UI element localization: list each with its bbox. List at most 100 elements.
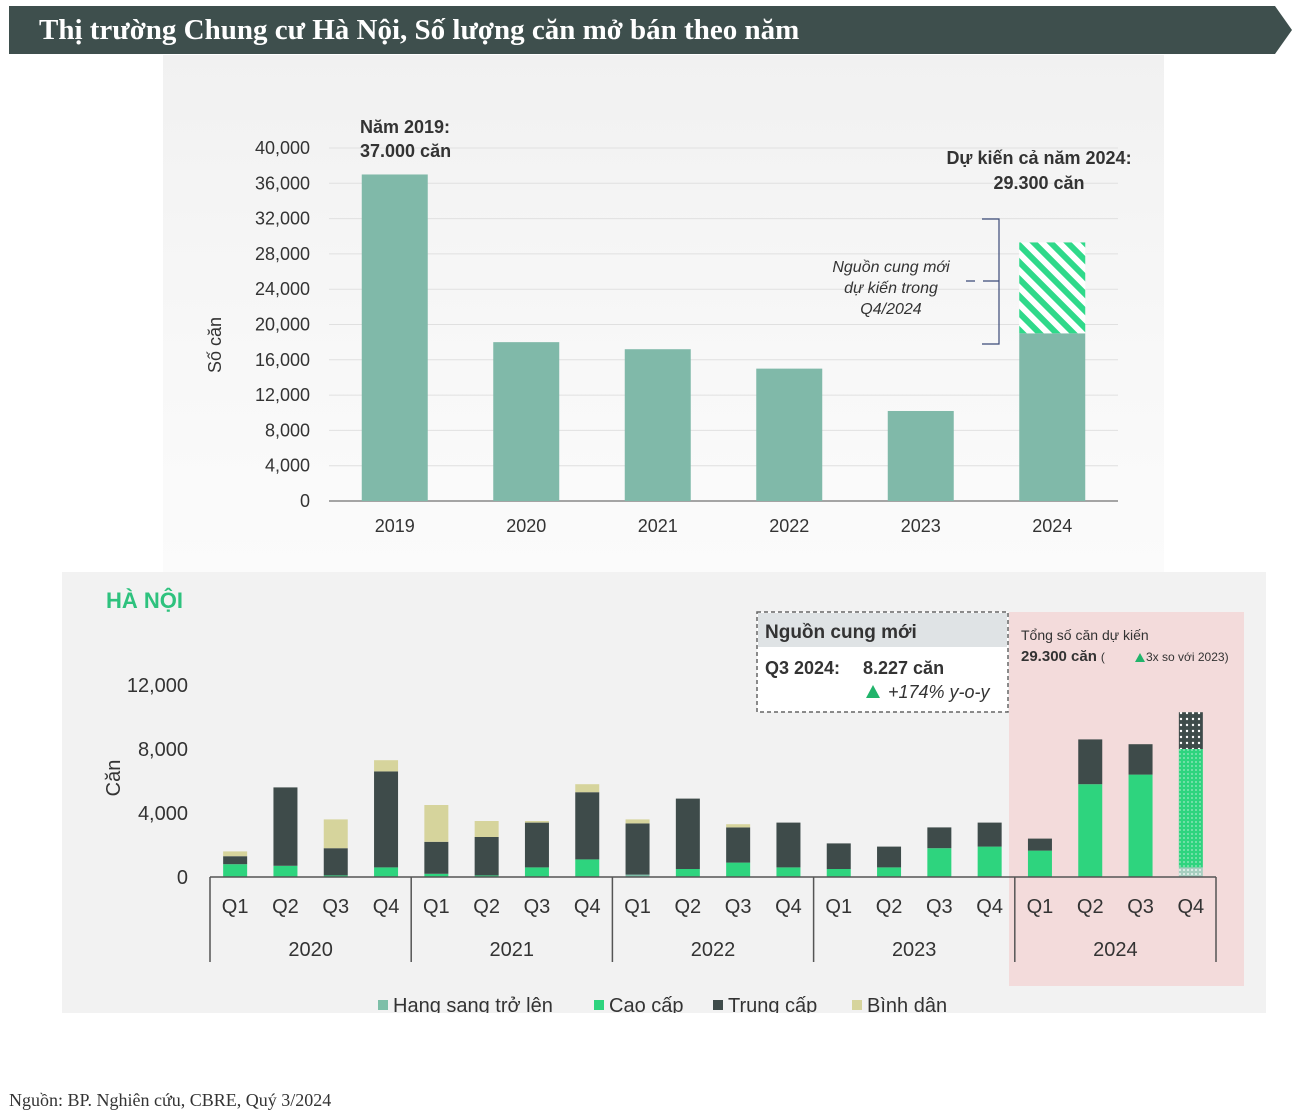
bar-segment bbox=[474, 821, 499, 837]
source-note: Nguồn: BP. Nghiên cứu, CBRE, Quý 3/2024 bbox=[9, 1090, 332, 1110]
year-label: 2022 bbox=[691, 939, 736, 961]
y-tick-label: 8,000 bbox=[265, 420, 310, 440]
quarter-label: Q2 bbox=[1077, 896, 1104, 918]
bar-segment bbox=[524, 821, 549, 823]
quarter-label: Q3 bbox=[725, 896, 752, 918]
annotation-2019-line1: Năm 2019: bbox=[360, 117, 450, 137]
new-supply-note-line3: Q4/2024 bbox=[860, 301, 921, 318]
bar-segment bbox=[726, 824, 751, 828]
callout-header bbox=[758, 613, 1007, 647]
bar-segment bbox=[424, 841, 449, 874]
legend-label: Trung cấp bbox=[728, 995, 817, 1013]
legend-label: Cao cấp bbox=[609, 995, 684, 1013]
bar-2022 bbox=[756, 368, 823, 501]
forecast-highlight-area bbox=[1009, 612, 1244, 986]
forecast-note-extra: 3x so với 2023) bbox=[1146, 650, 1229, 664]
legend-swatch bbox=[594, 1000, 604, 1010]
quarter-label: Q2 bbox=[272, 896, 299, 918]
quarterly-supply-chart: HÀ NỘI Căn 0 4,000 8,000 12,000 Q1 Q2 Q3 Q4 Q1 Q… bbox=[103, 588, 1244, 1013]
year-label: 2020 bbox=[288, 939, 333, 961]
annotation-2019-line2: 37.000 căn bbox=[360, 141, 451, 161]
y-tick-label: 0 bbox=[177, 867, 188, 889]
callout-change: +174% y-o-y bbox=[888, 682, 991, 702]
x-tick-label: 2019 bbox=[375, 516, 415, 536]
bar-segment bbox=[675, 798, 700, 869]
y-tick-label: 12,000 bbox=[255, 385, 310, 405]
x-tick-label: 2022 bbox=[769, 516, 809, 536]
y-tick-label: 12,000 bbox=[127, 675, 188, 697]
bar-segment bbox=[1027, 838, 1052, 851]
bar-2019 bbox=[361, 174, 428, 501]
bar-segment bbox=[776, 822, 801, 868]
bar-segment bbox=[323, 848, 348, 876]
bar-segment bbox=[524, 822, 549, 868]
bar-segment bbox=[273, 787, 298, 866]
x-tick-label: 2021 bbox=[638, 516, 678, 536]
bar-2023 bbox=[887, 410, 954, 501]
quarterly-chart-panel: HÀ NỘI Căn 0 4,000 8,000 12,000 Q1 Q2 Q3 Q4 Q1 Q… bbox=[62, 572, 1266, 1013]
bar-segment bbox=[927, 848, 952, 877]
quarter-label: Q2 bbox=[876, 896, 903, 918]
bar-segment bbox=[575, 859, 600, 877]
quarter-label: Q4 bbox=[373, 896, 400, 918]
y-axis-title: Số căn bbox=[205, 317, 225, 373]
forecast-note-line2: 29.300 căn ( bbox=[1021, 648, 1105, 665]
bar-segment bbox=[474, 875, 499, 877]
y-tick-label: 28,000 bbox=[255, 244, 310, 264]
y-tick-label: 36,000 bbox=[255, 173, 310, 193]
quarter-label: Q3 bbox=[322, 896, 349, 918]
legend-label: Hạng sang trở lên bbox=[393, 995, 553, 1013]
callout-title: Nguồn cung mới bbox=[765, 622, 917, 643]
annotation-2024-line1: Dự kiến cả năm 2024: bbox=[946, 148, 1131, 168]
y-tick-label: 0 bbox=[300, 491, 310, 511]
bar-segment bbox=[1078, 784, 1103, 877]
bar-segment bbox=[474, 837, 499, 876]
quarter-label: Q2 bbox=[473, 896, 500, 918]
year-label: 2021 bbox=[490, 939, 535, 961]
bar-segment bbox=[424, 805, 449, 842]
callout-value: 8.227 căn bbox=[863, 658, 944, 678]
annual-chart-panel: 2019 2020 2021 2022 2023 2024 0 4,000 8,000 12,0… bbox=[163, 55, 1164, 572]
y-axis-title: Căn bbox=[103, 760, 125, 797]
annotation-2024-line2: 29.300 căn bbox=[993, 173, 1084, 193]
bar-segment bbox=[826, 843, 851, 869]
quarter-label: Q1 bbox=[624, 896, 651, 918]
title-banner: Thị trường Chung cư Hà Nội, Số lượng căn… bbox=[9, 6, 1292, 54]
legend-swatch bbox=[852, 1000, 862, 1010]
y-tick-label: 40,000 bbox=[255, 138, 310, 158]
bar-segment bbox=[323, 875, 348, 877]
small-up-triangle-icon bbox=[1135, 653, 1145, 662]
quarter-label: Q1 bbox=[222, 896, 249, 918]
new-supply-callout: Nguồn cung mới Q3 2024: 8.227 căn +174% … bbox=[756, 611, 1009, 713]
y-tick-label: 20,000 bbox=[255, 315, 310, 335]
y-tick-label: 8,000 bbox=[138, 739, 188, 761]
bar-2020 bbox=[493, 342, 560, 501]
legend-swatch bbox=[713, 1000, 723, 1010]
bar-segment bbox=[1178, 712, 1203, 749]
banner-arrow-shape bbox=[9, 6, 1292, 54]
quarter-label: Q3 bbox=[1127, 896, 1154, 918]
quarter-label: Q3 bbox=[524, 896, 551, 918]
bar-segment bbox=[1128, 774, 1153, 877]
bar-segment bbox=[424, 873, 449, 877]
callout-period: Q3 2024: bbox=[765, 658, 840, 678]
bar-segment bbox=[625, 874, 650, 877]
annual-supply-chart: 2019 2020 2021 2022 2023 2024 0 4,000 8,000 12,0… bbox=[205, 117, 1132, 536]
bar-segment bbox=[524, 867, 549, 877]
region-title: HÀ NỘI bbox=[106, 588, 183, 613]
forecast-total: 29.300 căn bbox=[1021, 648, 1097, 665]
bar-segment bbox=[223, 864, 248, 877]
y-tick-label: 32,000 bbox=[255, 209, 310, 229]
new-supply-note-line2: dự kiến trong bbox=[844, 280, 938, 297]
bar-segment bbox=[374, 771, 399, 868]
bar-segment bbox=[374, 867, 399, 877]
bar-segment bbox=[1027, 850, 1052, 877]
quarter-label: Q4 bbox=[574, 896, 601, 918]
bar-segment bbox=[625, 823, 650, 875]
bar-segment bbox=[374, 760, 399, 772]
year-label: 2024 bbox=[1093, 939, 1138, 961]
y-tick-label: 4,000 bbox=[138, 803, 188, 825]
bar-segment bbox=[625, 819, 650, 824]
quarter-label: Q2 bbox=[675, 896, 702, 918]
x-tick-label: 2024 bbox=[1032, 516, 1072, 536]
